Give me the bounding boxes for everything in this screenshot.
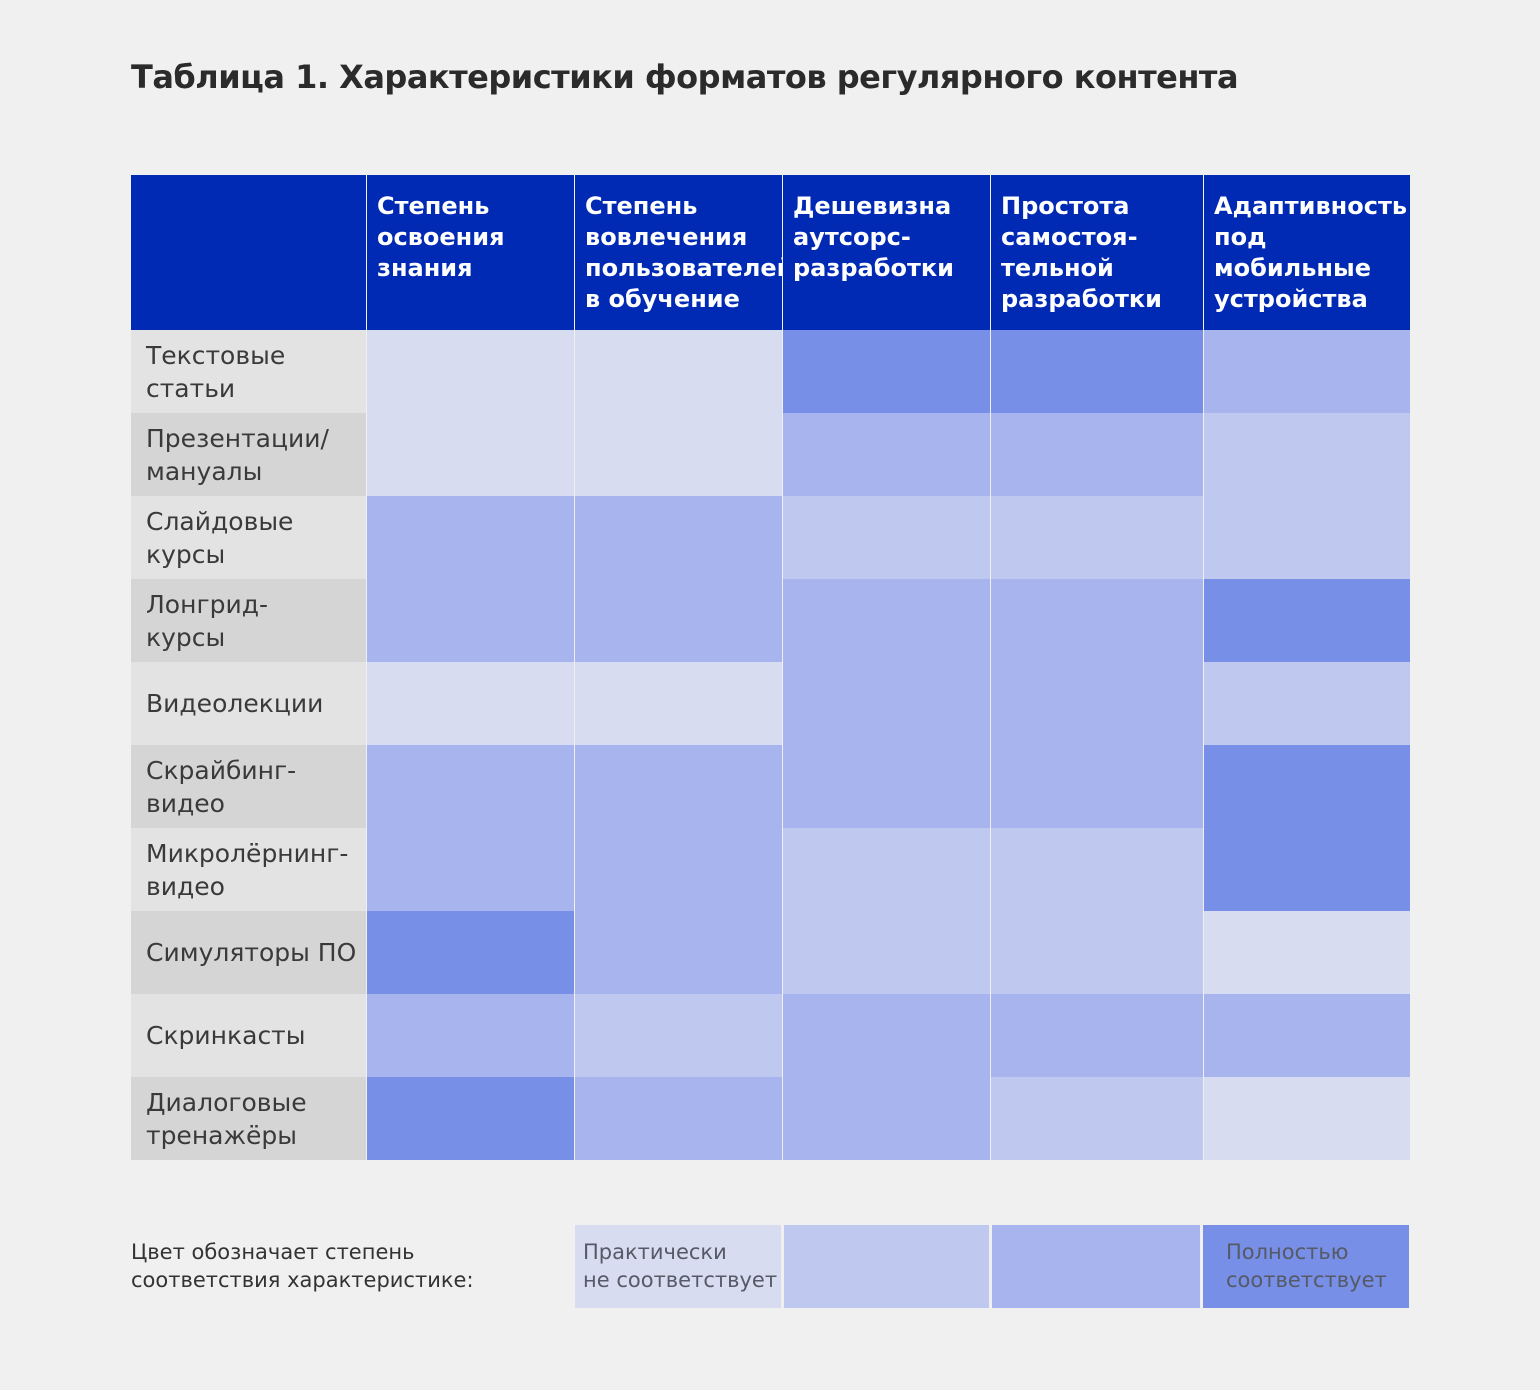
heatmap-cell bbox=[1204, 1077, 1410, 1160]
heatmap-cell bbox=[367, 579, 574, 662]
heatmap-cell bbox=[783, 496, 990, 579]
table-title: Таблица 1. Характеристики форматов регул… bbox=[131, 58, 1239, 96]
heatmap-cell bbox=[1204, 579, 1410, 662]
row-label: Симуляторы ПО bbox=[131, 911, 366, 994]
heatmap-cell bbox=[1204, 911, 1410, 994]
heatmap-cell bbox=[1204, 662, 1410, 745]
heatmap-cell bbox=[367, 828, 574, 911]
row-label: Лонгрид- курсы bbox=[131, 579, 366, 662]
heatmap-cell bbox=[367, 994, 574, 1077]
heatmap-cell bbox=[367, 496, 574, 579]
column-header: Адаптивность под мобильные устройства bbox=[1204, 175, 1410, 330]
heatmap-cell bbox=[783, 745, 990, 828]
row-label: Видеолекции bbox=[131, 662, 366, 745]
column-header: Степень освоения знания bbox=[367, 175, 574, 330]
heatmap-cell bbox=[367, 413, 574, 496]
heatmap-cell bbox=[367, 330, 574, 413]
heatmap-cell bbox=[575, 330, 782, 413]
legend-swatch bbox=[992, 1225, 1200, 1308]
heatmap-cell bbox=[575, 662, 782, 745]
heatmap-cell bbox=[783, 579, 990, 662]
row-label: Текстовые статьи bbox=[131, 330, 366, 413]
column-header: Дешевизна аутсорс- разработки bbox=[783, 175, 990, 330]
legend-swatch: Полностью соответствует bbox=[1203, 1225, 1409, 1308]
heatmap-cell bbox=[1204, 994, 1410, 1077]
heatmap-cell bbox=[575, 1077, 782, 1160]
legend-caption: Цвет обозначает степень соответствия хар… bbox=[131, 1240, 474, 1292]
column-header: Степень вовлечения пользователей в обуче… bbox=[575, 175, 782, 330]
heatmap-cell bbox=[991, 330, 1203, 413]
heatmap-cell bbox=[783, 330, 990, 413]
heatmap-cell bbox=[367, 911, 574, 994]
legend-swatch: Практически не соответствует bbox=[575, 1225, 781, 1308]
column-header: Простота самостоя- тельной разработки bbox=[991, 175, 1203, 330]
heatmap-cell bbox=[991, 413, 1203, 496]
row-label: Скринкасты bbox=[131, 994, 366, 1077]
heatmap-cell bbox=[367, 745, 574, 828]
heatmap-cell bbox=[1204, 413, 1410, 496]
heatmap-cell bbox=[783, 662, 990, 745]
heatmap-cell bbox=[783, 413, 990, 496]
legend-swatch bbox=[784, 1225, 989, 1308]
heatmap-cell bbox=[575, 911, 782, 994]
heatmap-cell bbox=[991, 496, 1203, 579]
heatmap-cell bbox=[1204, 828, 1410, 911]
heatmap-cell bbox=[991, 911, 1203, 994]
heatmap-cell bbox=[575, 413, 782, 496]
row-label: Скрайбинг- видео bbox=[131, 745, 366, 828]
heatmap-cell bbox=[367, 662, 574, 745]
heatmap-cell bbox=[991, 828, 1203, 911]
heatmap-cell bbox=[575, 579, 782, 662]
heatmap-cell bbox=[991, 1077, 1203, 1160]
heatmap-cell bbox=[991, 662, 1203, 745]
heatmap-cell bbox=[783, 1077, 990, 1160]
heatmap-cell bbox=[367, 1077, 574, 1160]
heatmap-cell bbox=[575, 745, 782, 828]
heatmap-cell bbox=[1204, 496, 1410, 579]
header-corner-cell bbox=[131, 175, 366, 330]
heatmap-cell bbox=[991, 579, 1203, 662]
heatmap-cell bbox=[575, 828, 782, 911]
heatmap-cell bbox=[783, 828, 990, 911]
heatmap-cell bbox=[1204, 745, 1410, 828]
row-label: Слайдовые курсы bbox=[131, 496, 366, 579]
heatmap-cell bbox=[783, 911, 990, 994]
heatmap-cell bbox=[575, 496, 782, 579]
row-label: Микролёрнинг- видео bbox=[131, 828, 366, 911]
row-label: Презентации/ мануалы bbox=[131, 413, 366, 496]
heatmap-cell bbox=[1204, 330, 1410, 413]
heatmap-cell bbox=[575, 994, 782, 1077]
row-label: Диалоговые тренажёры bbox=[131, 1077, 366, 1160]
heatmap-cell bbox=[991, 994, 1203, 1077]
heatmap-cell bbox=[783, 994, 990, 1077]
heatmap-cell bbox=[991, 745, 1203, 828]
characteristics-table: Степень освоения знания Степень вовлечени… bbox=[131, 175, 1410, 1160]
